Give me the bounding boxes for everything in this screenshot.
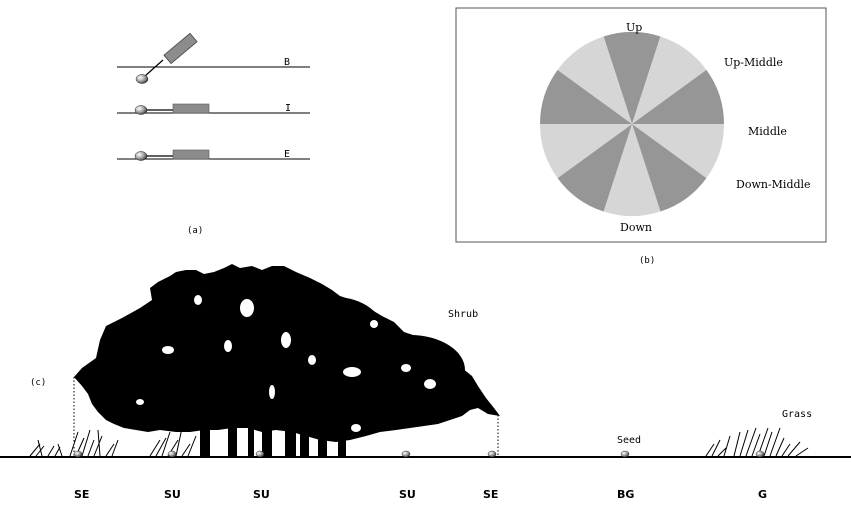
wheel-sector	[557, 36, 632, 124]
wheel-sector	[540, 124, 632, 179]
panel-c: (c)	[0, 264, 851, 501]
ground-label-su: SU	[253, 488, 270, 501]
seed-icon	[620, 450, 630, 458]
direction-wheel	[540, 31, 724, 217]
line-i-label: I	[285, 103, 291, 114]
stick-icon	[134, 149, 210, 161]
wheel-sector	[540, 69, 632, 124]
wheel-sector	[632, 36, 707, 124]
seeds	[73, 450, 765, 458]
label-down: Down	[620, 221, 652, 234]
ground-label-su: SU	[164, 488, 181, 501]
shrub-silhouette	[74, 264, 500, 456]
panel-a: B I E (a)	[117, 32, 310, 236]
ground-label-se: SE	[74, 488, 89, 501]
label-down-middle: Down-Middle	[736, 178, 811, 191]
seed-icon	[401, 450, 411, 458]
wheel-sector	[632, 124, 724, 179]
label-middle: Middle	[748, 125, 787, 138]
grass-tufts	[29, 427, 809, 457]
seed-icon	[167, 450, 177, 458]
seed-label: Seed	[617, 435, 641, 446]
ground-labels: SE SU SU SU SE BG G	[74, 488, 767, 501]
panel-b-caption: (b)	[639, 256, 655, 266]
wheel-sector	[603, 31, 661, 124]
ground-label-bg: BG	[617, 488, 634, 501]
panel-b: Up Up-Middle Middle Down-Middle Down (b)	[455, 7, 827, 266]
seed-icon	[73, 450, 83, 458]
tilted-stick-icon	[135, 32, 198, 84]
wheel-sector	[557, 124, 632, 212]
ground-label-su: SU	[399, 488, 416, 501]
wheel-sector	[632, 124, 707, 212]
seed-icon	[755, 450, 765, 458]
seed-icon	[487, 450, 497, 458]
panel-c-caption: (c)	[30, 378, 46, 388]
label-up: Up	[626, 21, 642, 34]
panel-a-caption: (a)	[187, 226, 203, 236]
label-up-middle: Up-Middle	[724, 56, 783, 69]
line-e-label: E	[284, 149, 290, 160]
ground-label-g: G	[758, 488, 767, 501]
seed-icon	[255, 450, 265, 458]
grass-label: Grass	[782, 409, 812, 420]
wheel-sector	[603, 124, 661, 217]
shrub-label: Shrub	[448, 309, 478, 320]
wheel-sector	[632, 69, 724, 124]
ground-label-se: SE	[483, 488, 498, 501]
canopy-gaps	[136, 295, 436, 432]
line-b-label: B	[284, 57, 290, 68]
stick-icon	[134, 103, 210, 115]
